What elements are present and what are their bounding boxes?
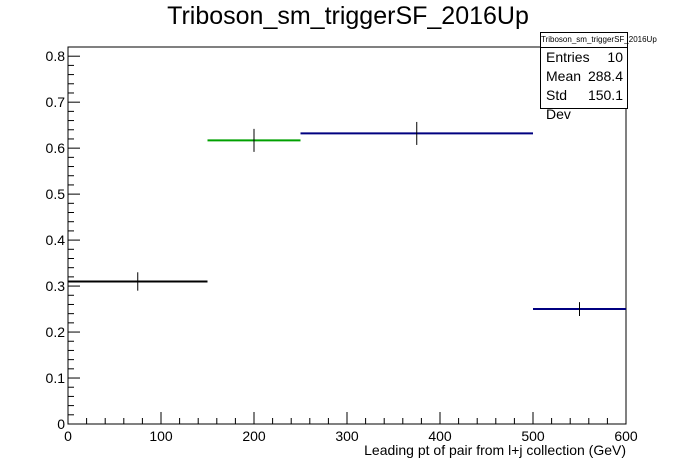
y-tick-label: 0.8 (46, 48, 66, 64)
stats-stddev-value: 150.1 (587, 87, 623, 103)
x-tick-label: 400 (428, 428, 452, 444)
stats-stddev-row: Std Dev 150.1 (541, 86, 627, 122)
x-tick-label: 600 (614, 428, 638, 444)
y-tick-label: 0.7 (46, 94, 66, 110)
histogram-bin (207, 128, 301, 152)
stats-box-title: Triboson_sm_triggerSF_2016Up (541, 33, 657, 48)
x-tick-label: 100 (149, 428, 173, 444)
y-tick-label: 0.6 (46, 140, 66, 156)
y-tick-label: 0 (57, 416, 65, 432)
y-tick-label: 0.2 (46, 324, 66, 340)
stats-entries-row: Entries 10 (541, 48, 627, 67)
x-axis-label: Leading pt of pair from l+j collection (… (364, 442, 626, 458)
x-tick-label: 200 (242, 428, 266, 444)
stats-box: Triboson_sm_triggerSF_2016Up Entries 10 … (540, 32, 657, 122)
stats-mean-value: 288.4 (587, 68, 623, 84)
histogram-bin (300, 121, 533, 145)
stats-mean-row: Mean 288.4 (541, 67, 627, 86)
stats-mean-label: Mean (546, 68, 582, 84)
stats-entries-label: Entries (546, 49, 590, 65)
stats-stddev-label: Std Dev (546, 87, 571, 122)
histogram-bin (68, 272, 208, 291)
stats-entries-value: 10 (607, 49, 623, 65)
y-tick-label: 0.4 (46, 232, 66, 248)
y-tick-label: 0.5 (46, 186, 66, 202)
y-tick-label: 0.1 (46, 370, 66, 386)
histogram-bin (533, 302, 626, 316)
chart-title: Triboson_sm_triggerSF_2016Up (167, 2, 529, 30)
x-tick-label: 0 (64, 428, 72, 444)
x-tick-label: 300 (335, 428, 359, 444)
x-tick-label: 500 (521, 428, 545, 444)
y-tick-label: 0.3 (46, 278, 66, 294)
